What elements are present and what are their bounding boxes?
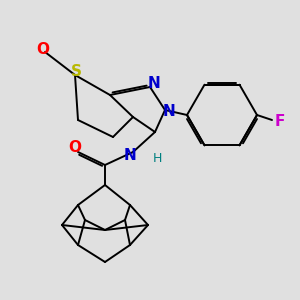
Text: S: S: [70, 64, 82, 79]
Text: N: N: [124, 148, 136, 163]
Text: F: F: [275, 115, 285, 130]
Text: N: N: [163, 104, 176, 119]
Text: N: N: [148, 76, 160, 91]
Text: O: O: [68, 140, 82, 155]
Text: H: H: [152, 152, 162, 166]
Text: O: O: [37, 41, 50, 56]
